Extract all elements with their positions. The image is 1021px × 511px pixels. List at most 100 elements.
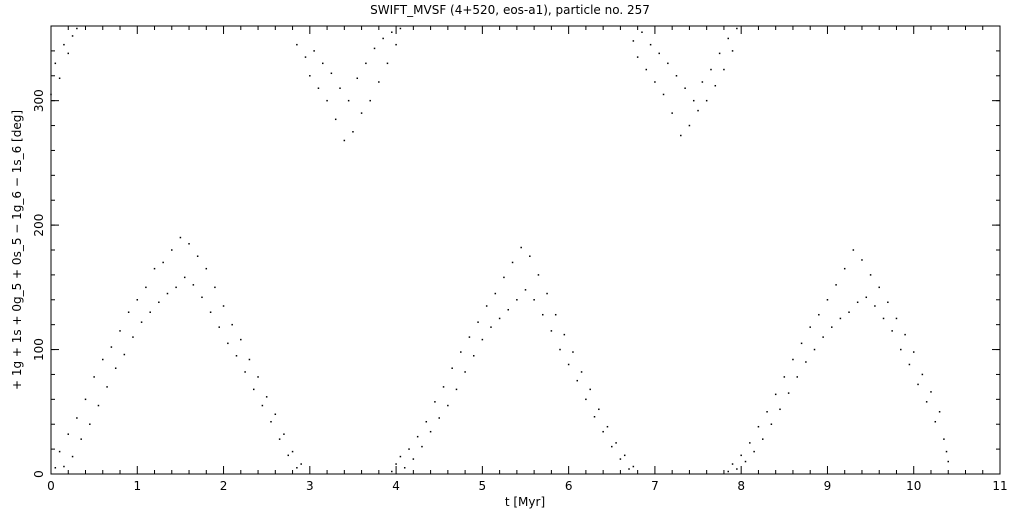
- data-point: [274, 413, 277, 416]
- data-point: [602, 430, 604, 433]
- data-point: [231, 323, 233, 326]
- x-tick-label: 5: [479, 479, 487, 493]
- data-point: [296, 43, 298, 46]
- data-point: [403, 467, 406, 469]
- data-point: [54, 467, 57, 469]
- data-point: [369, 99, 371, 102]
- data-point: [783, 376, 786, 378]
- data-point: [149, 311, 151, 313]
- data-point: [628, 468, 630, 470]
- data-point: [162, 261, 164, 264]
- data-point: [585, 398, 587, 401]
- data-point: [425, 420, 428, 423]
- data-point: [166, 292, 169, 295]
- data-point: [438, 417, 440, 419]
- data-point: [792, 358, 794, 361]
- data-point: [339, 87, 341, 89]
- data-point: [119, 330, 121, 332]
- data-point: [524, 289, 527, 291]
- data-point: [265, 396, 268, 398]
- data-point: [257, 376, 259, 378]
- data-point: [615, 442, 617, 444]
- data-point: [744, 460, 747, 463]
- data-point: [762, 438, 764, 440]
- data-point: [576, 379, 579, 382]
- x-axis-label: t [Myr]: [505, 495, 545, 509]
- data-point: [97, 404, 100, 407]
- data-point: [498, 317, 501, 320]
- data-point: [485, 305, 488, 307]
- data-point: [731, 50, 734, 52]
- data-point: [805, 361, 807, 363]
- data-point: [818, 313, 820, 316]
- y-tick-label: 200: [32, 214, 46, 237]
- data-point: [54, 62, 57, 65]
- data-point: [227, 342, 229, 345]
- data-point: [925, 401, 928, 403]
- data-point: [326, 99, 328, 102]
- data-point: [58, 450, 61, 453]
- data-point: [132, 336, 134, 338]
- data-point: [533, 299, 535, 301]
- data-point: [921, 373, 924, 376]
- data-point: [63, 43, 65, 46]
- data-point: [727, 37, 729, 40]
- data-point: [235, 355, 238, 357]
- data-point: [183, 276, 186, 279]
- x-tick-label: 3: [306, 479, 314, 493]
- data-point: [900, 348, 902, 351]
- data-point: [192, 284, 195, 286]
- chart-title: SWIFT_MVSF (4+520, eos-a1), particle no.…: [370, 3, 650, 17]
- data-point: [731, 463, 734, 465]
- data-point: [179, 236, 182, 239]
- data-point: [736, 27, 738, 30]
- data-point: [843, 267, 846, 270]
- y-tick-label: 100: [32, 338, 46, 361]
- data-point: [511, 261, 514, 264]
- data-point: [67, 52, 70, 55]
- data-point: [102, 358, 104, 361]
- data-point: [714, 84, 717, 87]
- data-points: [50, 27, 949, 473]
- data-point: [887, 301, 889, 304]
- data-point: [770, 423, 773, 425]
- data-point: [89, 423, 91, 425]
- x-tick-label: 9: [824, 479, 832, 493]
- data-point: [710, 68, 712, 71]
- data-point: [464, 371, 466, 373]
- data-point: [382, 37, 384, 40]
- data-point: [662, 93, 665, 96]
- data-point: [416, 435, 419, 438]
- x-tick-label: 8: [737, 479, 745, 493]
- axis-ticks: [50, 25, 1001, 475]
- data-point: [455, 388, 458, 391]
- data-point: [123, 353, 126, 356]
- data-point: [434, 401, 436, 403]
- data-point: [322, 62, 324, 65]
- data-point: [300, 463, 302, 465]
- data-point: [542, 313, 544, 316]
- x-tick-label: 10: [906, 479, 921, 493]
- axis-tick-labels: 0 1 2 3 4 5 6 7 8 9 10 11 0 100 200 300: [32, 89, 1008, 493]
- data-point: [360, 112, 363, 114]
- data-point: [529, 255, 531, 257]
- data-point: [567, 363, 570, 366]
- data-point: [563, 333, 566, 336]
- data-point: [947, 460, 949, 463]
- data-point: [930, 391, 932, 393]
- data-point: [175, 286, 177, 289]
- data-point: [334, 118, 337, 121]
- data-point: [222, 305, 225, 307]
- data-point: [84, 398, 87, 401]
- data-point: [559, 348, 561, 351]
- x-tick-label: 4: [392, 479, 400, 493]
- data-point: [861, 259, 863, 261]
- data-point: [270, 420, 272, 423]
- data-point: [373, 47, 376, 50]
- data-point: [908, 363, 911, 366]
- data-point: [580, 371, 583, 373]
- data-point: [93, 376, 95, 378]
- data-point: [796, 376, 799, 378]
- data-point: [304, 56, 307, 58]
